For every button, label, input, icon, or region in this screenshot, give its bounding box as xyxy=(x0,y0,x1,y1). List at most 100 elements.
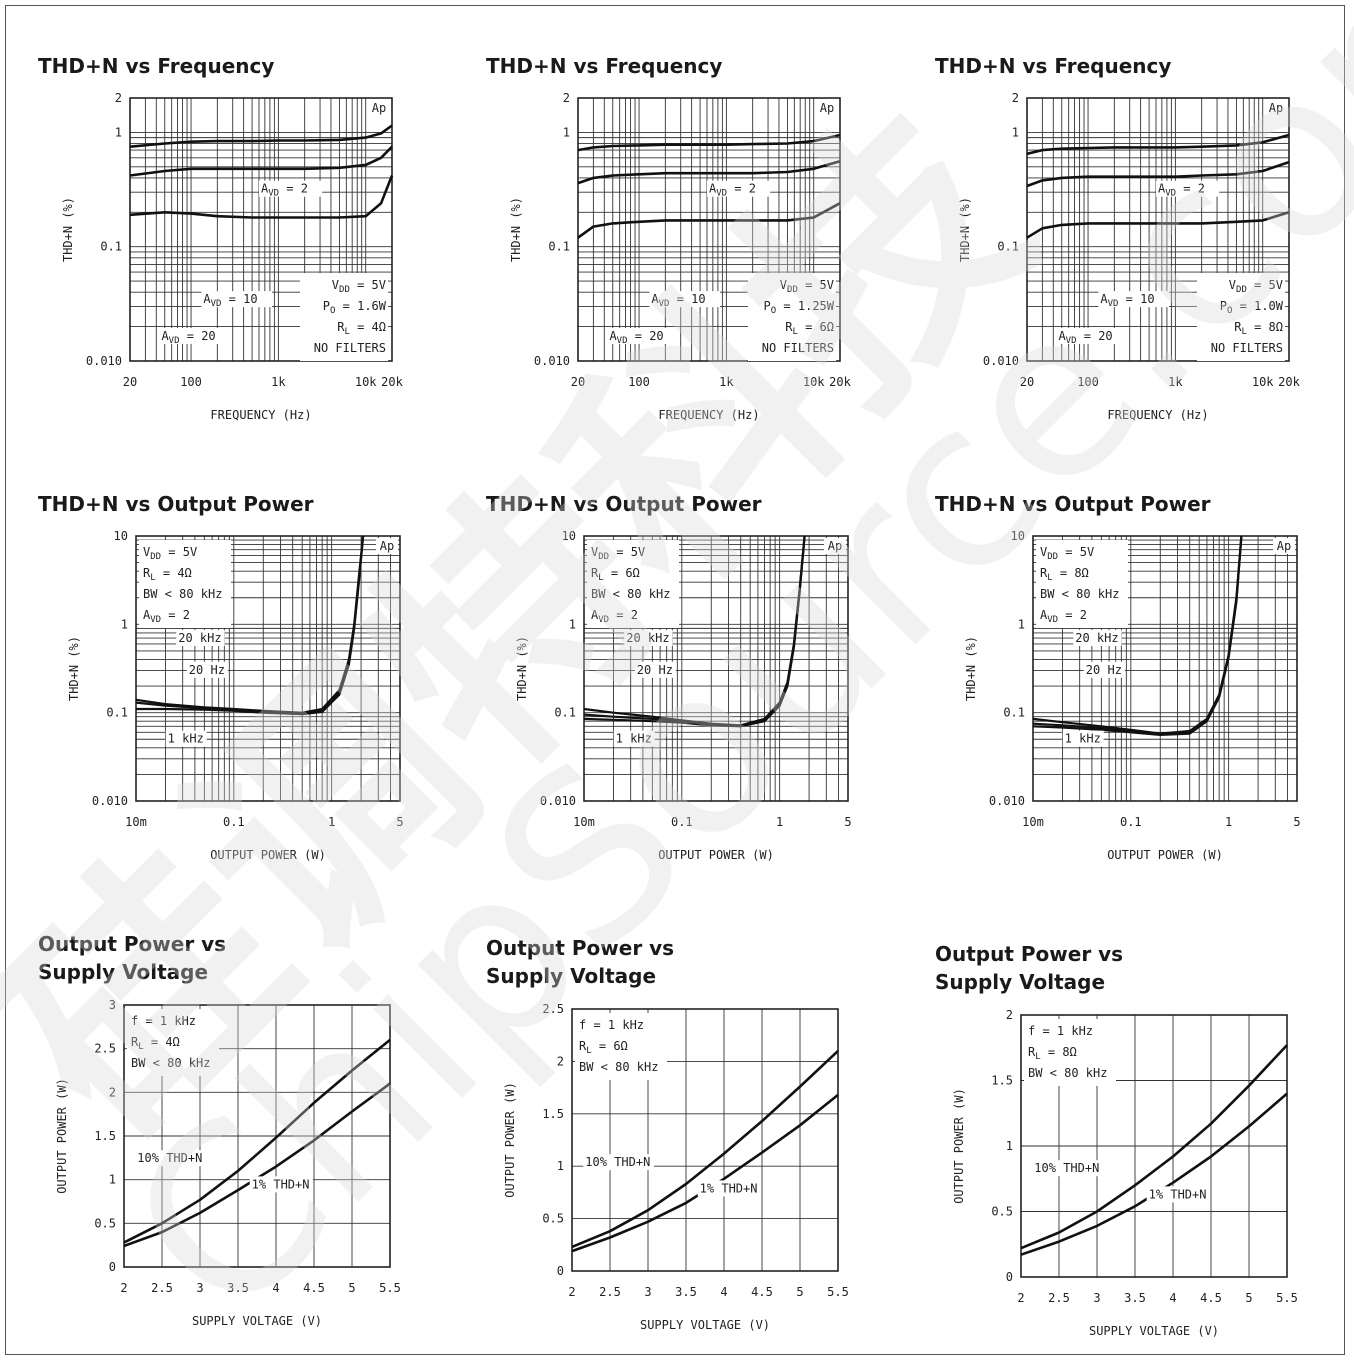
y-tick-label: 2 xyxy=(1012,91,1019,105)
curve-label-bg xyxy=(1098,291,1169,308)
y-tick-label: 0.1 xyxy=(997,240,1019,254)
x-tick-label: 20k xyxy=(1278,375,1300,389)
y-tick-label: 1 xyxy=(115,125,122,139)
chart-svg: 2 2.5 3 3.5 4 4.5 5 5.5 0 0.5 1 1.5 2 2.5 SUPPLY VOLTA… xyxy=(503,1002,849,1332)
curve-label: 20 kHz xyxy=(178,631,221,645)
plot-frame xyxy=(583,535,849,802)
legend-line: BW < 80 kHz xyxy=(591,587,670,601)
y-tick-label: 1 xyxy=(557,1159,564,1173)
legend-box xyxy=(587,540,679,628)
curve-label: AVD = 10 xyxy=(203,292,257,309)
series-line xyxy=(1032,535,1243,736)
chart-svg: 10m 0.1 1 5 0.010 0.1 1 10 OUTPUT POWER (W) THD+N… xyxy=(964,529,1301,862)
curve-label: 20 kHz xyxy=(626,631,669,645)
curve-label-bg xyxy=(165,730,207,747)
x-tick-label: 10k xyxy=(355,375,377,389)
legend-line: BW < 80 kHz xyxy=(1028,1066,1107,1080)
chart-title-line-1: Output Power vs xyxy=(38,932,227,956)
legend-line: VDD = 5V xyxy=(1229,278,1283,295)
y-axis-label: THD+N (%) xyxy=(515,636,529,701)
x-tick-label: 10k xyxy=(803,375,825,389)
chart-title: THD+N vs Frequency xyxy=(935,54,1172,78)
chart-panel: THD+N vs Output Power 10m 0.1 1 5 0.010 0.1 1 1… xyxy=(38,490,478,890)
legend-line: NO FILTERS xyxy=(762,341,834,355)
series-line xyxy=(1026,133,1290,156)
y-tick-label: 10 xyxy=(1011,529,1025,543)
x-tick-label: 5 xyxy=(844,815,851,829)
ap-tag: Ap xyxy=(820,101,834,115)
y-tick-label: 1 xyxy=(121,617,128,631)
legend-line: VDD = 5V xyxy=(780,278,834,295)
x-tick-label: 10m xyxy=(125,815,147,829)
curve-label: 20 Hz xyxy=(637,663,673,677)
ap-tag: Ap xyxy=(1269,101,1283,115)
plot-frame xyxy=(135,535,401,802)
x-tick-label: 1k xyxy=(271,375,286,389)
legend-box xyxy=(1024,1019,1116,1086)
y-axis-label: THD+N (%) xyxy=(67,636,81,701)
y-tick-label: 0 xyxy=(1006,1270,1013,1284)
x-tick-label: 100 xyxy=(1077,375,1099,389)
series-line xyxy=(1026,211,1290,239)
y-tick-label: 0.1 xyxy=(548,240,570,254)
legend-line: BW < 80 kHz xyxy=(131,1056,210,1070)
x-tick-label: 3.5 xyxy=(675,1285,697,1299)
y-tick-label: 0.010 xyxy=(983,354,1019,368)
curve-label-bg xyxy=(135,1150,206,1167)
x-tick-label: 10m xyxy=(1022,815,1044,829)
legend-line: VDD = 5V xyxy=(591,545,645,562)
legend-line: f = 1 kHz xyxy=(579,1018,644,1032)
curve-label-bg xyxy=(1062,730,1104,747)
curve-label: 1 kHz xyxy=(1065,732,1101,746)
curve-label-bg xyxy=(583,1154,654,1171)
curve-label: 10% THD+N xyxy=(585,1155,650,1169)
curve-label-bg xyxy=(697,1180,761,1197)
legend-line: BW < 80 kHz xyxy=(143,587,222,601)
legend-line: VDD = 5V xyxy=(1040,545,1094,562)
curve-label: AVD = 10 xyxy=(651,292,705,309)
curve-label-bg xyxy=(259,180,323,197)
x-tick-label: 20 xyxy=(1020,375,1034,389)
x-tick-label: 20 xyxy=(123,375,137,389)
y-tick-label: 2.5 xyxy=(542,1002,564,1016)
y-axis-label: OUTPUT POWER (W) xyxy=(55,1078,69,1194)
series-line xyxy=(136,535,365,716)
x-tick-label: 20k xyxy=(829,375,851,389)
x-tick-label: 1 xyxy=(328,815,335,829)
curve-label: AVD = 2 xyxy=(261,182,308,199)
legend-box xyxy=(1197,273,1285,361)
legend-line: PO = 1.0W xyxy=(1220,299,1284,316)
y-tick-label: 0.5 xyxy=(542,1212,564,1226)
x-axis-label: OUTPUT POWER (W) xyxy=(1107,848,1223,862)
y-tick-label: 0.010 xyxy=(989,794,1025,808)
legend-line: f = 1 kHz xyxy=(1028,1024,1093,1038)
chart-panel: THD+N vs Frequency 20 100 1k 10k 20k 0.010 0.1… xyxy=(486,52,926,452)
x-axis-label: SUPPLY VOLTAGE (V) xyxy=(1089,1324,1219,1338)
y-tick-label: 0.1 xyxy=(100,240,122,254)
y-tick-label: 2 xyxy=(115,91,122,105)
chart-svg: 10m 0.1 1 5 0.010 0.1 1 10 OUTPUT POWER (W) THD+N… xyxy=(67,529,404,862)
x-tick-label: 10m xyxy=(573,815,595,829)
series-line xyxy=(129,124,393,148)
x-tick-label: 3 xyxy=(1093,1291,1100,1305)
chart-title-line-2: Supply Voltage xyxy=(38,960,209,984)
series-line xyxy=(577,133,841,152)
x-tick-label: 2.5 xyxy=(599,1285,621,1299)
legend-line: VDD = 5V xyxy=(143,545,197,562)
y-tick-label: 2 xyxy=(557,1054,564,1068)
curve-label-bg xyxy=(176,630,225,646)
plot-frame xyxy=(577,97,841,362)
curve-label: AVD = 20 xyxy=(1058,329,1112,346)
y-tick-label: 0 xyxy=(109,1260,116,1274)
legend-line: RL = 6Ω xyxy=(785,320,834,337)
chart-title: THD+N vs Frequency xyxy=(486,54,723,78)
chart-title: THD+N vs Output Power xyxy=(38,492,314,516)
x-tick-label: 2.5 xyxy=(1048,1291,1070,1305)
legend-line: RL = 8Ω xyxy=(1040,566,1089,583)
y-tick-label: 0.5 xyxy=(991,1205,1013,1219)
curve-label: 10% THD+N xyxy=(137,1151,202,1165)
curve-label-bg xyxy=(1073,630,1122,646)
y-axis-label: THD+N (%) xyxy=(958,197,972,262)
chart-title-line-2: Supply Voltage xyxy=(935,970,1106,994)
legend-line: f = 1 kHz xyxy=(131,1014,196,1028)
